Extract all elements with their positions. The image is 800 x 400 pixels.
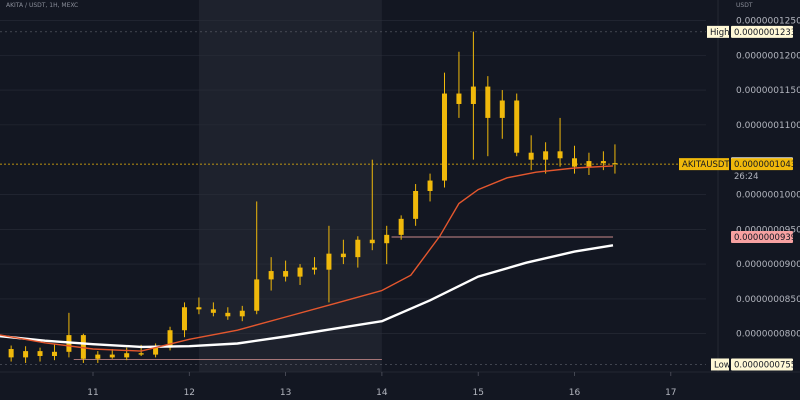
x-tick-label: 13 bbox=[280, 388, 291, 398]
candle-body bbox=[543, 151, 549, 160]
candle-body bbox=[95, 354, 101, 359]
symbol-header: AKITA / USDT, 1H, MEXC bbox=[6, 2, 78, 9]
candle-body bbox=[572, 158, 577, 167]
current-price-tag: 0.00000010436 bbox=[734, 160, 800, 170]
x-tick-label: 14 bbox=[376, 388, 388, 398]
candle-body bbox=[413, 191, 419, 219]
symbol-tag: AKITAUSDT bbox=[682, 160, 730, 170]
x-tick-label: 15 bbox=[472, 388, 483, 398]
ma-fast-line bbox=[0, 165, 614, 352]
candle-body bbox=[340, 253, 346, 258]
candle-body bbox=[109, 354, 115, 358]
candle-body bbox=[384, 234, 390, 244]
candle-series bbox=[8, 31, 618, 363]
candle-body bbox=[239, 310, 245, 317]
candle-body bbox=[398, 218, 404, 235]
x-tick-label: 17 bbox=[665, 388, 676, 398]
candle-body bbox=[181, 307, 187, 331]
moving-averages bbox=[0, 165, 614, 352]
level-price-tag: 0.00000009390 bbox=[734, 233, 800, 243]
high-label: High bbox=[710, 28, 730, 38]
countdown-label: 26:24 bbox=[734, 172, 759, 182]
candle-body bbox=[80, 335, 86, 359]
candle-body bbox=[528, 152, 534, 160]
candle-body bbox=[499, 100, 505, 118]
candle-body bbox=[441, 93, 447, 181]
grid-lines bbox=[0, 20, 706, 335]
low-price-tag: 0.00000007558 bbox=[734, 360, 800, 370]
candle-body bbox=[311, 267, 317, 270]
ma-slow-line bbox=[0, 244, 614, 349]
candle-body bbox=[470, 86, 476, 104]
current-price-tag-bg bbox=[731, 158, 793, 171]
candle-body bbox=[369, 239, 375, 244]
candle-body bbox=[427, 180, 433, 191]
symbol-tag-bg bbox=[679, 158, 729, 171]
candle-body bbox=[326, 253, 332, 270]
candle-body bbox=[485, 86, 491, 118]
currency-label: USDT bbox=[736, 2, 753, 9]
candle-body bbox=[600, 161, 606, 164]
time-axis[interactable]: 11 12 13 14 15 16 17 bbox=[0, 371, 800, 398]
low-price-tag-bg bbox=[731, 358, 793, 371]
candle-body bbox=[153, 347, 159, 355]
candle-body bbox=[586, 161, 592, 167]
candle-body bbox=[514, 100, 520, 153]
candle-body bbox=[23, 351, 29, 358]
x-tick-label: 16 bbox=[569, 388, 581, 398]
candle-body bbox=[138, 353, 144, 355]
high-price-tag-bg bbox=[731, 25, 793, 38]
candle-body bbox=[196, 307, 202, 310]
high-label-bg bbox=[707, 25, 729, 38]
level-price-tag-bg bbox=[731, 230, 793, 243]
x-tick-label: 12 bbox=[184, 388, 195, 398]
candle-body bbox=[8, 349, 14, 358]
candle-body bbox=[612, 163, 618, 165]
candle-body bbox=[167, 330, 173, 348]
candle-body bbox=[37, 351, 43, 356]
candle-body bbox=[210, 309, 216, 313]
low-label: Low bbox=[714, 360, 731, 370]
price-tags: 0.000000123360.000000104470.000000104360… bbox=[679, 25, 800, 371]
candle-body bbox=[51, 351, 57, 356]
candle-body bbox=[268, 271, 274, 280]
candle-body bbox=[254, 279, 260, 311]
candle-body bbox=[124, 353, 130, 358]
candle-body bbox=[283, 271, 289, 277]
x-tick-label: 11 bbox=[87, 388, 98, 398]
low-label-bg bbox=[711, 358, 729, 371]
highlight-band bbox=[198, 0, 382, 372]
candle-body bbox=[456, 93, 462, 104]
y-tick-label: 0.00000008000 bbox=[736, 330, 800, 340]
candle-body bbox=[557, 151, 563, 159]
candle-body bbox=[297, 267, 303, 277]
high-price-tag: 0.00000012336 bbox=[734, 28, 800, 38]
candle-body bbox=[225, 312, 231, 317]
candle-body bbox=[355, 239, 361, 258]
